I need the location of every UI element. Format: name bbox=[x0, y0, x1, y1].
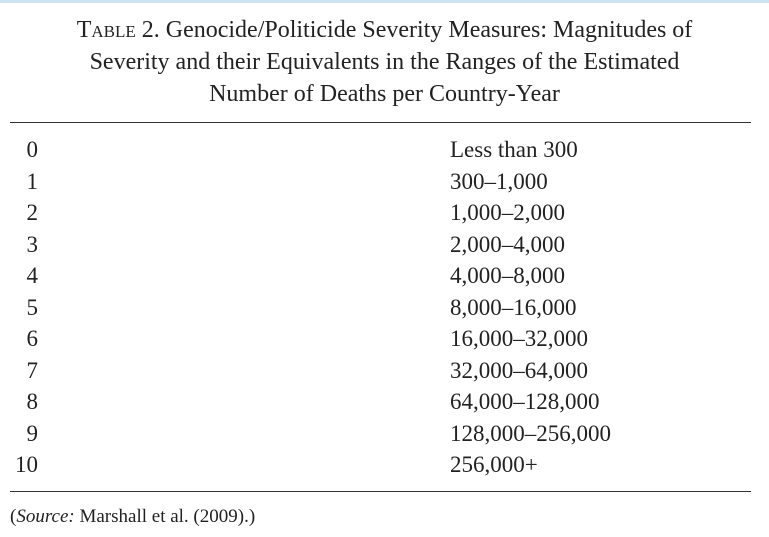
magnitude-cell: 9 bbox=[26, 420, 39, 446]
source-note: (Source: Marshall et al. (2009).) bbox=[10, 504, 255, 530]
magnitude-cell: 1 bbox=[26, 168, 39, 194]
table-row: 7 32,000–64,000 bbox=[10, 355, 751, 387]
source-citation: Marshall et al. (2009).) bbox=[74, 506, 256, 527]
deaths-range-cell: 256,000+ bbox=[450, 452, 538, 477]
magnitude-cell: 10 bbox=[15, 452, 38, 477]
table-row: 3 2,000–4,000 bbox=[10, 229, 751, 261]
deaths-range-cell: Less than 300 bbox=[450, 137, 578, 162]
caption-line-2: Severity and their Equivalents in the Ra… bbox=[89, 49, 680, 75]
table-label: Table 2. bbox=[76, 17, 160, 43]
magnitude-cell: 8 bbox=[26, 389, 39, 414]
table-row: 9 128,000–256,000 bbox=[10, 418, 751, 450]
magnitude-cell: 2 bbox=[26, 200, 39, 225]
deaths-range-cell: 8,000–16,000 bbox=[450, 294, 577, 320]
source-open-paren: ( bbox=[10, 506, 17, 527]
deaths-range-cell: 4,000–8,000 bbox=[450, 263, 565, 288]
deaths-range-cell: 300–1,000 bbox=[450, 168, 548, 194]
caption-line-1: Table 2. Genocide/Politicide Severity Me… bbox=[0, 14, 769, 46]
table-row: 6 16,000–32,000 bbox=[10, 323, 751, 355]
magnitude-cell: 4 bbox=[26, 263, 39, 288]
table-row: 8 64,000–128,000 bbox=[10, 386, 751, 418]
table-row: 5 8,000–16,000 bbox=[10, 292, 751, 324]
deaths-range-cell: 1,000–2,000 bbox=[450, 200, 565, 225]
table-row: 1 300–1,000 bbox=[10, 166, 751, 198]
magnitude-cell: 7 bbox=[26, 357, 39, 383]
magnitude-cell: 0 bbox=[26, 137, 39, 162]
table-row: 4 4,000–8,000 bbox=[10, 260, 751, 292]
table-bottom-rule bbox=[10, 491, 751, 492]
table-caption: Table 2. Genocide/Politicide Severity Me… bbox=[0, 14, 769, 110]
table-row: 0 Less than 300 bbox=[10, 134, 751, 166]
magnitude-cell: 3 bbox=[26, 231, 39, 257]
table-body: 0 Less than 300 1 300–1,000 2 1,000–2,000 3… bbox=[10, 134, 751, 481]
magnitude-cell: 6 bbox=[26, 326, 39, 351]
magnitude-cell: 5 bbox=[26, 294, 39, 320]
table-row: 10 256,000+ bbox=[10, 449, 751, 481]
table-top-rule bbox=[10, 122, 751, 123]
deaths-range-cell: 2,000–4,000 bbox=[450, 231, 565, 257]
deaths-range-cell: 128,000–256,000 bbox=[450, 420, 611, 446]
caption-text-1: Genocide/Politicide Severity Measures: M… bbox=[165, 17, 693, 43]
deaths-range-cell: 64,000–128,000 bbox=[450, 389, 600, 414]
table-row: 2 1,000–2,000 bbox=[10, 197, 751, 229]
deaths-range-cell: 32,000–64,000 bbox=[450, 357, 588, 383]
deaths-range-cell: 16,000–32,000 bbox=[450, 326, 588, 351]
source-label: Source: bbox=[16, 506, 75, 527]
top-accent-bar bbox=[0, 0, 769, 3]
caption-line-3: Number of Deaths per Country-Year bbox=[209, 81, 560, 107]
